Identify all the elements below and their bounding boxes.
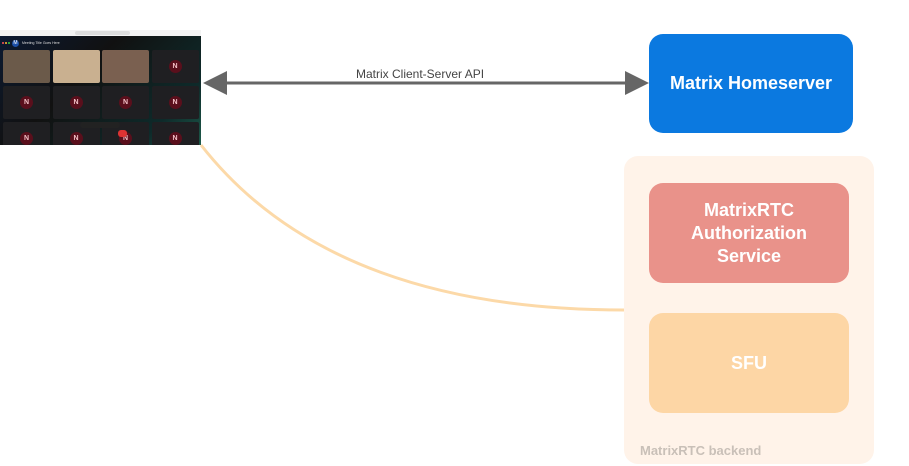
reactions-bar[interactable] (80, 122, 120, 128)
participant-avatar: N (119, 96, 132, 109)
browser-bar (0, 30, 201, 44)
participant-avatar: N (168, 96, 182, 109)
matrix-homeserver: Matrix Homeserver (649, 34, 853, 133)
participant-tile: N (151, 86, 199, 119)
auth-label: MatrixRTC Authorization Service (691, 199, 807, 266)
participant-tile (52, 50, 100, 83)
meeting-title: Meeting Title Goes Here (22, 41, 60, 45)
window-controls (2, 31, 11, 49)
room-avatar: M (12, 40, 19, 47)
hangup-button[interactable] (118, 130, 127, 137)
participant-tile: N (3, 122, 50, 145)
participant-avatar: N (69, 132, 83, 145)
participant-tile: N (151, 122, 199, 145)
url-bar (75, 31, 130, 35)
participant-avatar: N (20, 96, 33, 109)
sfu: SFU (649, 313, 849, 413)
call-controls[interactable] (70, 130, 130, 138)
participant-avatar: N (20, 132, 33, 145)
participant-tile: N (151, 50, 199, 83)
participant-tile: N (102, 86, 149, 119)
rtc-connection-line (199, 144, 625, 312)
participant-tile: N (3, 86, 50, 119)
api-label: Matrix Client-Server API (356, 67, 485, 81)
participant-avatar: N (168, 132, 182, 145)
participant-tile (3, 50, 50, 83)
backend-label: MatrixRTC backend (640, 443, 762, 458)
participant-avatar: N (69, 96, 83, 109)
participant-tile: N (52, 86, 100, 119)
participant-tile (102, 50, 149, 83)
participant-avatar: N (168, 60, 182, 73)
matrixrtc-authorization-service: MatrixRTC Authorization Service (649, 183, 849, 283)
